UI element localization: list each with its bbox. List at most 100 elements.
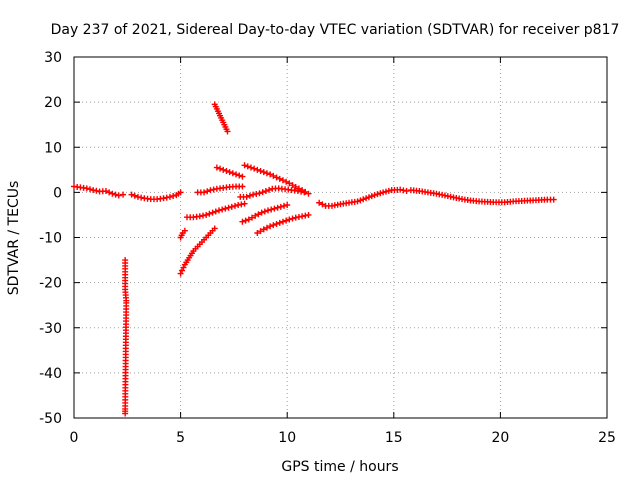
- data-point: [286, 216, 293, 223]
- data-point: [371, 192, 378, 199]
- data-point-trail: [266, 186, 273, 193]
- data-point: [102, 188, 109, 195]
- data-point: [177, 270, 184, 277]
- data-point: [215, 207, 222, 214]
- data-point: [258, 209, 265, 216]
- series-arc-11: [237, 185, 308, 200]
- data-point-trail: [170, 192, 177, 199]
- y-tick-label: -30: [39, 321, 62, 337]
- data-point: [292, 183, 299, 190]
- data-point-trail: [259, 189, 266, 196]
- x-tick-label: 20: [491, 430, 509, 446]
- data-point: [354, 198, 361, 205]
- y-tick-label: 10: [44, 140, 62, 156]
- data-point: [254, 166, 261, 173]
- y-tick-label: -40: [39, 366, 62, 382]
- data-point: [305, 190, 312, 197]
- data-point-trail: [281, 202, 288, 209]
- data-point: [128, 191, 135, 198]
- grid-lines: [74, 57, 607, 418]
- plot-frame: [73, 56, 608, 419]
- data-point: [284, 202, 291, 209]
- y-tick-label: 30: [44, 50, 62, 66]
- series-arc-6: [183, 200, 248, 221]
- data-point-trail: [86, 186, 93, 193]
- data-point: [267, 171, 274, 178]
- data-point: [245, 216, 252, 223]
- y-axis-label: SDTVAR / TECUs: [6, 181, 22, 296]
- series-arc-5: [177, 227, 188, 241]
- x-tick-label: 15: [385, 430, 403, 446]
- data-point: [213, 164, 220, 171]
- series-arc-3: [122, 257, 130, 417]
- data-point: [279, 177, 286, 184]
- data-point: [181, 227, 188, 234]
- series-arc-9: [194, 183, 246, 196]
- series-arc-15: [407, 187, 557, 206]
- data-point-trail: [377, 190, 384, 197]
- data-point-trail: [106, 189, 113, 196]
- data-point-trail: [212, 208, 219, 215]
- data-point: [273, 174, 280, 181]
- data-point: [211, 225, 218, 232]
- data-point: [222, 205, 229, 212]
- data-point: [403, 188, 410, 195]
- data-point: [177, 189, 184, 196]
- data-point: [286, 180, 293, 187]
- data-point-trail: [112, 191, 119, 198]
- data-point: [262, 188, 269, 195]
- data-point-trail: [249, 214, 256, 221]
- data-point: [260, 226, 267, 233]
- data-point: [239, 218, 246, 225]
- data-point-trail: [229, 170, 236, 177]
- x-axis-label: GPS time / hours: [281, 459, 398, 475]
- data-point: [109, 190, 116, 197]
- data-point-trail: [289, 215, 296, 222]
- data-point-trail: [374, 191, 381, 198]
- data-point-trail: [244, 163, 251, 170]
- data-point-trail: [276, 219, 283, 226]
- data-point: [209, 209, 216, 216]
- data-point-trail: [255, 211, 262, 218]
- series-arc-7: [211, 101, 231, 135]
- data-point-trail: [179, 267, 186, 274]
- chart-title: Day 237 of 2021, Sidereal Day-to-day VTE…: [51, 22, 620, 38]
- data-point: [305, 211, 312, 218]
- data-point: [247, 164, 254, 171]
- data-point-trail: [217, 165, 224, 172]
- data-point-trail: [319, 201, 326, 208]
- x-axis-ticks: 0 5 10 15 20 25: [70, 57, 616, 446]
- data-point: [203, 211, 210, 218]
- data-point-trail: [360, 196, 367, 203]
- data-point: [256, 190, 263, 197]
- series-arc-2: [128, 189, 184, 203]
- data-point: [83, 185, 90, 192]
- data-point-trail: [219, 206, 226, 213]
- data-point: [239, 183, 246, 190]
- data-point-trail: [365, 194, 372, 201]
- data-point: [363, 195, 370, 202]
- data-point-trail: [206, 210, 213, 217]
- data-point: [301, 189, 308, 196]
- data-point-trail: [223, 167, 230, 174]
- data-point-trail: [246, 192, 253, 199]
- x-tick-label: 0: [70, 430, 79, 446]
- data-point-trail: [276, 175, 283, 182]
- data-point: [224, 128, 231, 135]
- data-point-trail: [225, 204, 232, 211]
- data-point: [239, 173, 246, 180]
- data-point-trail: [204, 188, 211, 195]
- data-point-trail: [242, 217, 249, 224]
- data-point-trail: [251, 165, 258, 172]
- data-point-trail: [283, 178, 290, 185]
- series-arc-14: [316, 186, 410, 209]
- data-point-trail: [180, 264, 187, 271]
- data-point: [220, 166, 227, 173]
- data-point-trail: [263, 170, 270, 177]
- data-point-trail: [270, 172, 277, 179]
- data-point: [260, 169, 267, 176]
- data-point: [316, 199, 323, 206]
- data-point: [241, 200, 248, 207]
- series-arc-1: [71, 183, 127, 199]
- data-point: [550, 196, 557, 203]
